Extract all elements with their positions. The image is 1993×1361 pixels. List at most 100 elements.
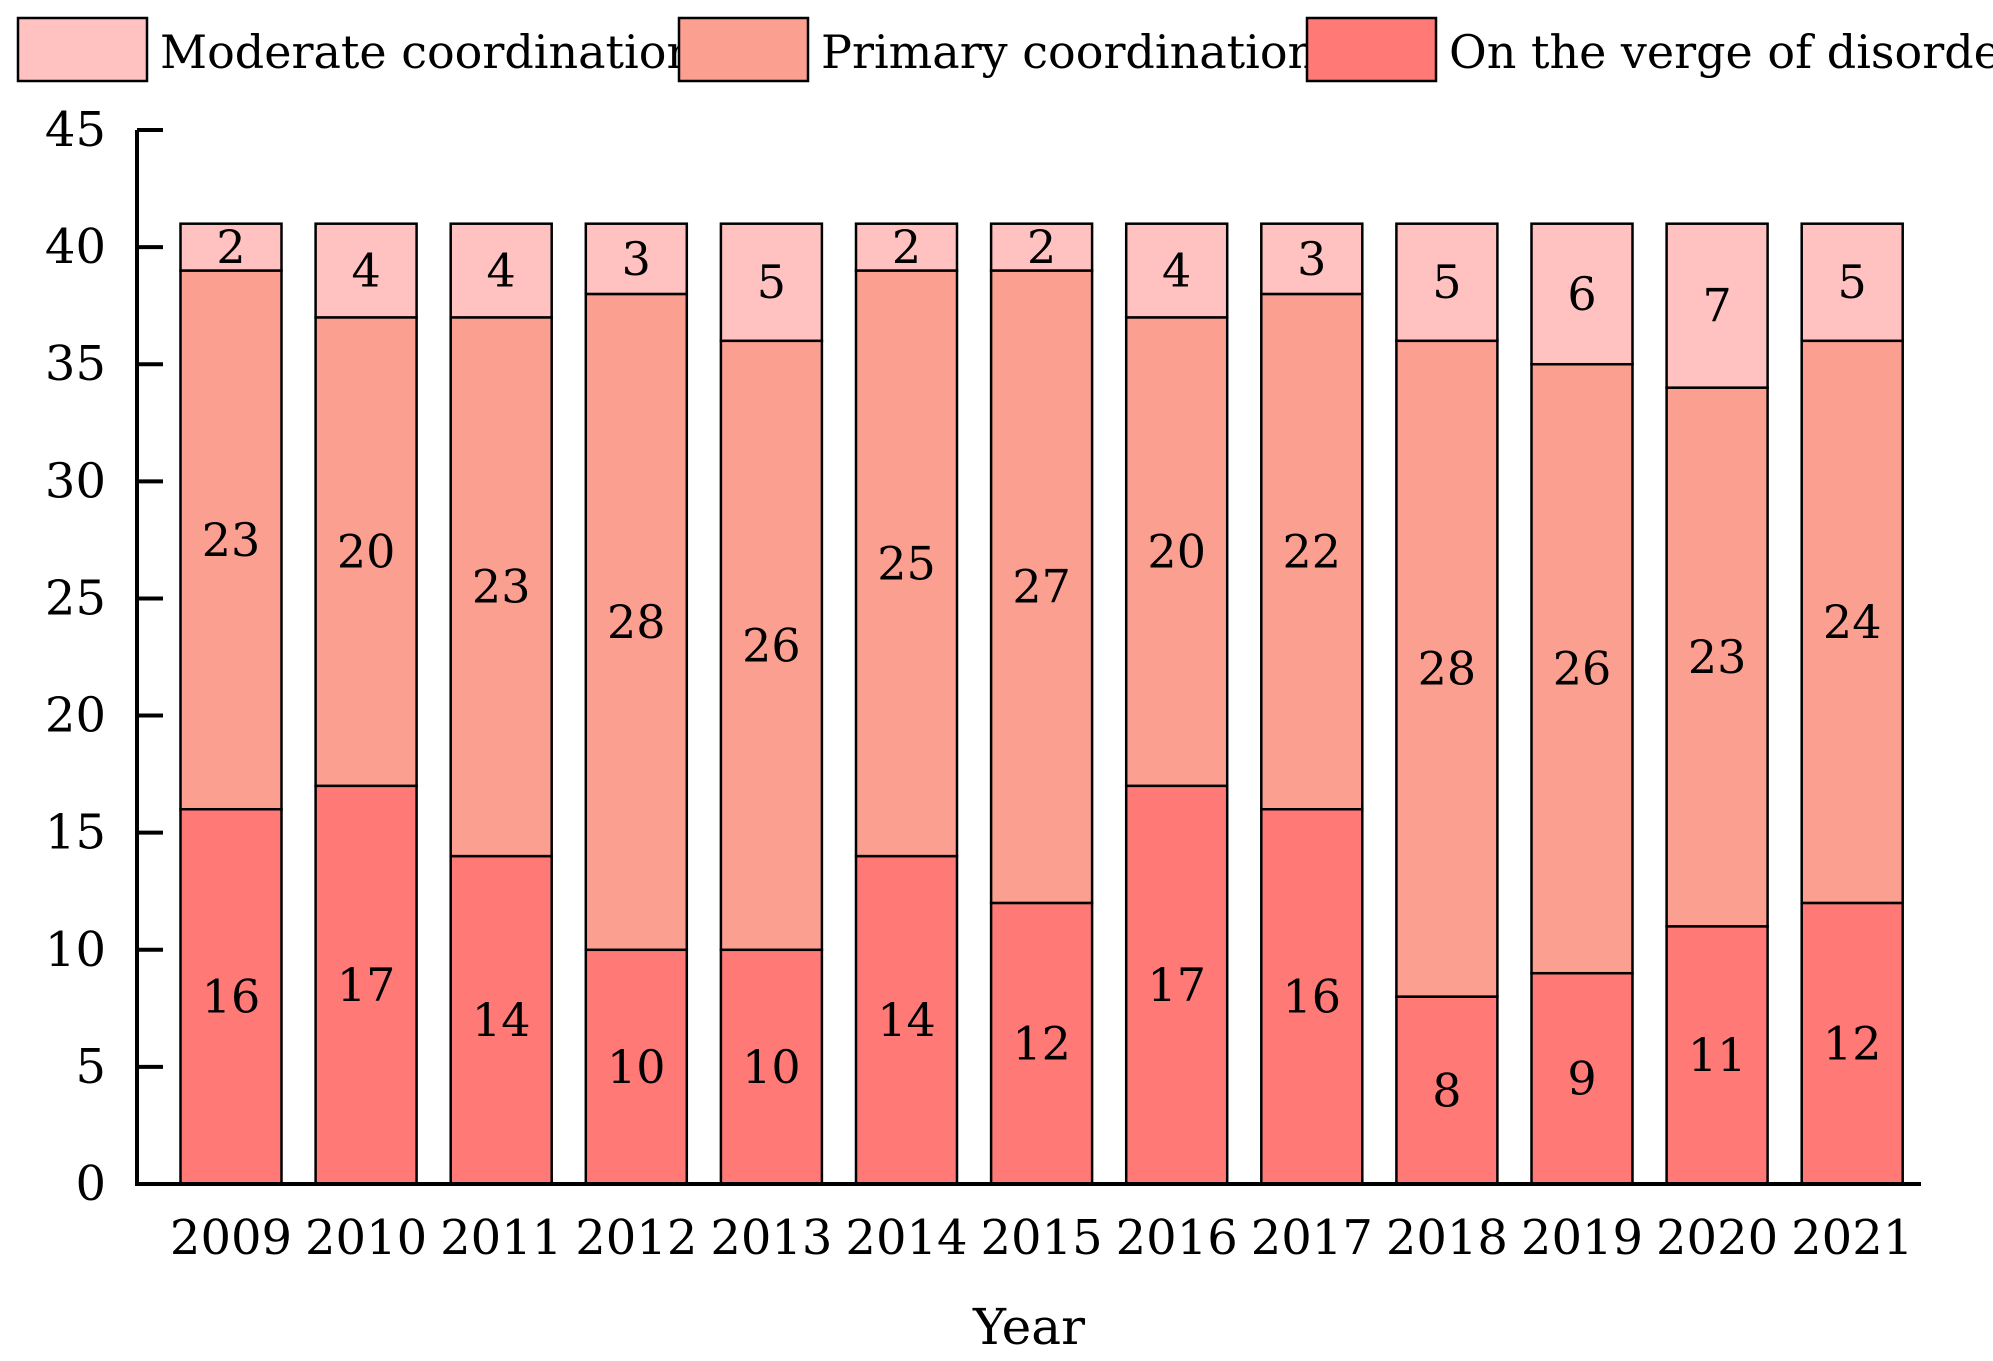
data-label-2011-on-the-verge-of-disorder: 14 <box>472 993 531 1047</box>
x-tick-label-2020: 2020 <box>1656 1210 1778 1266</box>
data-label-2014-on-the-verge-of-disorder: 14 <box>877 993 936 1047</box>
bar-2011-moderate-coordination <box>449 222 553 319</box>
data-label-2009-moderate-coordination: 2 <box>216 220 245 274</box>
data-label-2020-on-the-verge-of-disorder: 11 <box>1688 1028 1747 1082</box>
x-axis-label: Year <box>972 1298 1085 1356</box>
bar-2019-primary-coordination <box>1530 362 1634 975</box>
x-tick-label-2010: 2010 <box>305 1210 427 1266</box>
bar-2010-on-the-verge-of-disorder <box>314 784 418 1186</box>
legend-label-on-the-verge-of-disorder: On the verge of disorder <box>1449 25 1993 79</box>
legend-swatch-on-the-verge-of-disorder <box>1305 16 1438 83</box>
y-tick-label-25: 25 <box>45 570 106 626</box>
bar-2015-moderate-coordination <box>989 222 1094 272</box>
bars: 16 23 2 17 20 4 14 23 4 10 28 3 10 26 5 14 25 2 12 27 2 17 20 4… <box>179 220 1904 1186</box>
x-tick-label-2017: 2017 <box>1251 1210 1373 1266</box>
data-label-2010-primary-coordination: 20 <box>337 525 396 579</box>
legend-swatch-moderate-coordination <box>16 16 149 83</box>
data-label-2020-primary-coordination: 23 <box>1688 630 1747 684</box>
bar-2015-primary-coordination <box>989 269 1094 905</box>
bar-2013-moderate-coordination <box>719 222 824 343</box>
data-label-2019-on-the-verge-of-disorder: 9 <box>1567 1052 1596 1106</box>
x-tick-label-2019: 2019 <box>1521 1210 1643 1266</box>
legend-label-moderate-coordination: Moderate coordination <box>160 25 696 79</box>
data-label-2013-on-the-verge-of-disorder: 10 <box>742 1040 801 1094</box>
legend-label-primary-coordination: Primary coordination <box>821 25 1317 79</box>
data-label-2021-moderate-coordination: 5 <box>1838 255 1867 309</box>
data-label-2011-primary-coordination: 23 <box>472 560 531 614</box>
y-tick-label-15: 15 <box>45 805 106 861</box>
data-label-2013-moderate-coordination: 5 <box>757 255 786 309</box>
data-label-2021-on-the-verge-of-disorder: 12 <box>1823 1016 1882 1070</box>
x-tick-label-2016: 2016 <box>1116 1210 1238 1266</box>
y-tick-label-10: 10 <box>45 922 106 978</box>
data-label-2018-primary-coordination: 28 <box>1418 642 1477 696</box>
data-label-2014-moderate-coordination: 2 <box>892 220 921 274</box>
bar-2011-primary-coordination <box>449 316 553 858</box>
data-label-2021-primary-coordination: 24 <box>1823 595 1882 649</box>
data-label-2017-moderate-coordination: 3 <box>1297 232 1326 286</box>
bar-2010-primary-coordination <box>314 316 418 788</box>
y-tick-label-45: 45 <box>45 102 106 158</box>
bar-2012-moderate-coordination <box>584 222 689 296</box>
data-label-2016-primary-coordination: 20 <box>1147 525 1206 579</box>
y-tick-label-35: 35 <box>45 336 106 392</box>
x-tick-label-2018: 2018 <box>1386 1210 1508 1266</box>
y-tick-label-30: 30 <box>45 453 106 509</box>
data-label-2011-moderate-coordination: 4 <box>487 244 516 298</box>
data-label-2017-primary-coordination: 22 <box>1283 525 1342 579</box>
x-tick-label-2013: 2013 <box>710 1210 832 1266</box>
data-label-2012-moderate-coordination: 3 <box>622 232 651 286</box>
data-label-2020-moderate-coordination: 7 <box>1702 279 1731 333</box>
x-ticks: 2009 2010 2011 2012 2013 2014 2015 2016 2017 2018… <box>170 1210 1913 1266</box>
axes <box>135 130 1921 1186</box>
bar-2016-moderate-coordination <box>1124 222 1229 319</box>
bar-2017-moderate-coordination <box>1260 222 1364 296</box>
x-tick-label-2021: 2021 <box>1791 1210 1913 1266</box>
data-label-2013-primary-coordination: 26 <box>742 618 801 672</box>
bar-2009-primary-coordination <box>179 269 283 811</box>
data-label-2009-primary-coordination: 23 <box>202 513 261 567</box>
data-label-2014-primary-coordination: 25 <box>877 536 936 590</box>
bar-2019-moderate-coordination <box>1530 222 1634 366</box>
bar-2014-moderate-coordination <box>854 222 959 272</box>
bar-2021-primary-coordination <box>1800 339 1904 905</box>
x-tick-label-2011: 2011 <box>440 1210 562 1266</box>
bar-2017-primary-coordination <box>1260 292 1364 811</box>
data-label-2019-moderate-coordination: 6 <box>1567 267 1596 321</box>
bar-2014-primary-coordination <box>854 269 959 858</box>
data-label-2010-moderate-coordination: 4 <box>351 244 380 298</box>
data-label-2009-on-the-verge-of-disorder: 16 <box>202 970 261 1024</box>
data-label-2015-moderate-coordination: 2 <box>1027 220 1056 274</box>
bar-2020-moderate-coordination <box>1665 222 1769 389</box>
data-label-2012-primary-coordination: 28 <box>607 595 666 649</box>
y-tick-label-40: 40 <box>45 219 106 275</box>
data-label-2019-primary-coordination: 26 <box>1553 642 1612 696</box>
data-label-2012-on-the-verge-of-disorder: 10 <box>607 1040 666 1094</box>
legend-swatch-primary-coordination <box>677 16 810 83</box>
bar-2010-moderate-coordination <box>314 222 418 319</box>
bar-2014-on-the-verge-of-disorder <box>854 854 959 1186</box>
bar-2012-on-the-verge-of-disorder <box>584 948 689 1186</box>
y-ticks: 0 5 10 15 20 25 30 35 40 45 <box>45 102 163 1212</box>
y-tick-label-20: 20 <box>45 688 106 744</box>
bar-2017-on-the-verge-of-disorder <box>1260 807 1364 1186</box>
x-tick-label-2009: 2009 <box>170 1210 292 1266</box>
bar-2016-primary-coordination <box>1124 316 1229 788</box>
bar-2018-on-the-verge-of-disorder <box>1395 995 1499 1186</box>
y-tick-label-5: 5 <box>75 1039 106 1095</box>
data-label-2016-on-the-verge-of-disorder: 17 <box>1147 958 1206 1012</box>
bar-2012-primary-coordination <box>584 292 689 952</box>
data-label-2017-on-the-verge-of-disorder: 16 <box>1283 970 1342 1024</box>
bar-2021-moderate-coordination <box>1800 222 1904 343</box>
data-label-2015-primary-coordination: 27 <box>1012 560 1071 614</box>
bar-2009-moderate-coordination <box>179 222 283 272</box>
bar-2009-on-the-verge-of-disorder <box>179 807 283 1186</box>
x-tick-label-2012: 2012 <box>575 1210 697 1266</box>
data-label-2018-moderate-coordination: 5 <box>1432 255 1461 309</box>
bar-2020-primary-coordination <box>1665 386 1769 928</box>
bar-2018-primary-coordination <box>1395 339 1499 998</box>
bar-2015-on-the-verge-of-disorder <box>989 901 1094 1186</box>
x-tick-label-2014: 2014 <box>845 1210 967 1266</box>
legend: Moderate coordination Primary coordinatio… <box>16 16 1993 83</box>
